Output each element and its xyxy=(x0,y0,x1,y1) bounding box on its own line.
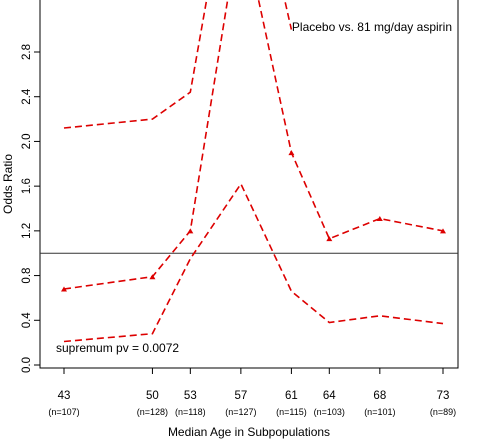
data-point xyxy=(288,150,295,156)
x-tick-label: 57 xyxy=(234,390,247,402)
y-tick-label: 2.0 xyxy=(21,133,33,149)
y-tick-label: 0.8 xyxy=(21,268,33,284)
series-group xyxy=(61,0,446,343)
x-subtick-label: (n=89) xyxy=(430,407,456,417)
x-subtick-label: (n=118) xyxy=(175,407,206,417)
x-subtick-label: (n=127) xyxy=(225,407,256,417)
x-tick-label: 50 xyxy=(146,390,159,402)
x-tick-label: 43 xyxy=(58,390,71,402)
y-tick-label: 0.4 xyxy=(21,312,33,329)
data-point xyxy=(326,236,333,242)
chart-annotation-pvalue: supremum pv = 0.0072 xyxy=(56,341,179,355)
y-tick-label: 0.0 xyxy=(21,357,33,373)
data-point xyxy=(187,228,194,234)
series-line-lower-bound xyxy=(63,182,444,343)
y-tick-label: 2.8 xyxy=(21,44,33,60)
x-subtick-label: (n=115) xyxy=(276,407,307,417)
y-tick-label: 2.4 xyxy=(21,88,33,105)
series-line-upper-bound xyxy=(63,0,293,129)
x-tick-label: 64 xyxy=(323,390,336,402)
y-tick-label: 1.6 xyxy=(21,178,33,194)
y-tick-label: 1.2 xyxy=(21,223,33,239)
y-axis-title: Odds Ratio xyxy=(1,154,15,214)
data-point xyxy=(61,286,67,292)
x-subtick-label: (n=101) xyxy=(364,407,395,417)
x-subtick-label: (n=128) xyxy=(137,407,168,417)
data-point xyxy=(149,274,156,280)
x-tick-label: 53 xyxy=(184,390,197,402)
chart-annotation-top: Placebo vs. 81 mg/day aspirin xyxy=(292,20,452,34)
plot-frame xyxy=(39,0,459,369)
series-line-estimate xyxy=(63,0,444,290)
x-tick-label: 61 xyxy=(285,390,298,402)
y-axis: 0.0 0.4 0.8 1.2 1.6 2.0 2.4 2.8 xyxy=(21,44,40,373)
data-point xyxy=(440,228,446,234)
x-tick-label: 73 xyxy=(437,390,450,402)
x-axis-title: Median Age in Subpopulations xyxy=(168,425,330,439)
x-subtick-label: (n=103) xyxy=(314,407,345,417)
x-axis: 43 (n=107) 50 (n=128) 53 (n=118) 57 (n=127) 61 (n… xyxy=(48,368,456,417)
x-tick-label: 68 xyxy=(373,390,386,402)
plot-box xyxy=(39,0,459,369)
x-subtick-label: (n=107) xyxy=(48,407,79,417)
data-point xyxy=(376,216,383,222)
